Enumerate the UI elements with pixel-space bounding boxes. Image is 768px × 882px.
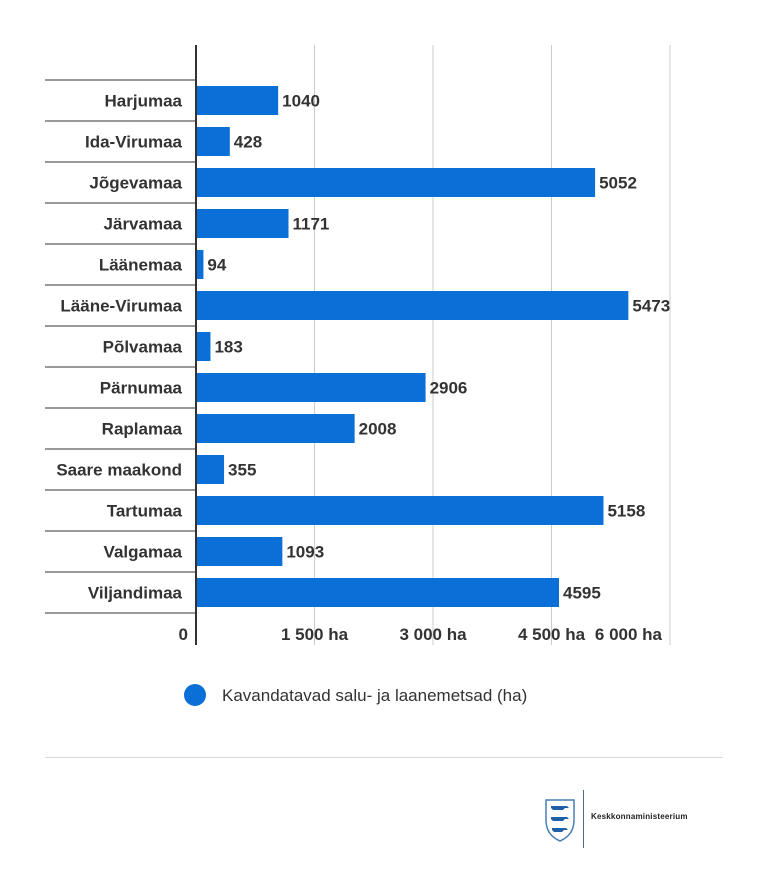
value-label: 5473 — [632, 297, 670, 316]
logo-text: Keskkonnaministeerium — [591, 812, 688, 821]
category-label: Valgamaa — [104, 543, 183, 562]
x-tick-label: 0 — [179, 625, 188, 644]
value-label: 355 — [228, 461, 256, 480]
bar-Raplamaa — [196, 414, 355, 443]
bar-Järvamaa — [196, 209, 289, 238]
bar-Ida-Virumaa — [196, 127, 230, 156]
bar-Viljandimaa — [196, 578, 560, 607]
bar-Põlvamaa — [196, 332, 211, 361]
bar-Saare maakond — [196, 455, 225, 484]
bars — [196, 86, 629, 607]
bar-chart: Harjumaa Ida-Virumaa Jõgevamaa Järvamaa Lään… — [45, 45, 671, 706]
category-labels: Harjumaa Ida-Virumaa Jõgevamaa Järvamaa Lään… — [56, 92, 182, 603]
footer-divider — [45, 757, 723, 758]
ministry-logo: Keskkonnaministeerium — [543, 790, 713, 850]
category-label: Harjumaa — [105, 92, 183, 111]
category-label: Pärnumaa — [100, 379, 183, 398]
x-tick-label: 1 500 ha — [281, 625, 349, 644]
category-label: Läänemaa — [99, 256, 183, 275]
bar-Harjumaa — [196, 86, 279, 115]
bar-Tartumaa — [196, 496, 604, 525]
bar-Valgamaa — [196, 537, 283, 566]
value-label: 1171 — [293, 215, 330, 234]
value-label: 4595 — [563, 584, 601, 603]
logo-divider — [583, 790, 584, 848]
x-tick-label: 4 500 ha — [518, 625, 586, 644]
value-label: 2906 — [430, 379, 468, 398]
x-axis-tick-labels: 0 1 500 ha 3 000 ha 4 500 ha 6 000 ha — [179, 625, 663, 644]
category-label: Järvamaa — [104, 215, 183, 234]
estonian-coat-of-arms-icon — [545, 799, 575, 842]
category-label: Jõgevamaa — [89, 174, 182, 193]
x-tick-label: 6 000 ha — [595, 625, 663, 644]
category-label: Raplamaa — [102, 420, 183, 439]
category-label: Põlvamaa — [103, 338, 183, 357]
category-label: Saare maakond — [56, 461, 182, 480]
legend-label: Kavandatavad salu- ja laanemetsad (ha) — [222, 686, 527, 705]
bar-Lääne-Virumaa — [196, 291, 629, 320]
category-label: Ida-Virumaa — [85, 133, 183, 152]
bar-Läänemaa — [196, 250, 204, 279]
value-label: 1040 — [282, 92, 320, 111]
x-tick-label: 3 000 ha — [399, 625, 467, 644]
category-label: Viljandimaa — [88, 584, 183, 603]
value-label: 183 — [214, 338, 242, 357]
bar-Jõgevamaa — [196, 168, 596, 197]
value-label: 5158 — [607, 502, 645, 521]
value-labels: 1040 428 5052 1171 94 5473 183 2906 2008 355 5158 1… — [207, 92, 670, 603]
value-label: 1093 — [286, 543, 324, 562]
grid-lines — [314, 45, 671, 645]
category-label: Tartumaa — [107, 502, 183, 521]
value-label: 94 — [207, 256, 226, 275]
value-label: 5052 — [599, 174, 637, 193]
bar-Pärnumaa — [196, 373, 426, 402]
category-label: Lääne-Virumaa — [60, 297, 182, 316]
legend-swatch — [184, 684, 206, 706]
value-label: 428 — [234, 133, 262, 152]
category-dividers — [45, 79, 196, 614]
legend: Kavandatavad salu- ja laanemetsad (ha) — [184, 684, 527, 706]
value-label: 2008 — [359, 420, 397, 439]
